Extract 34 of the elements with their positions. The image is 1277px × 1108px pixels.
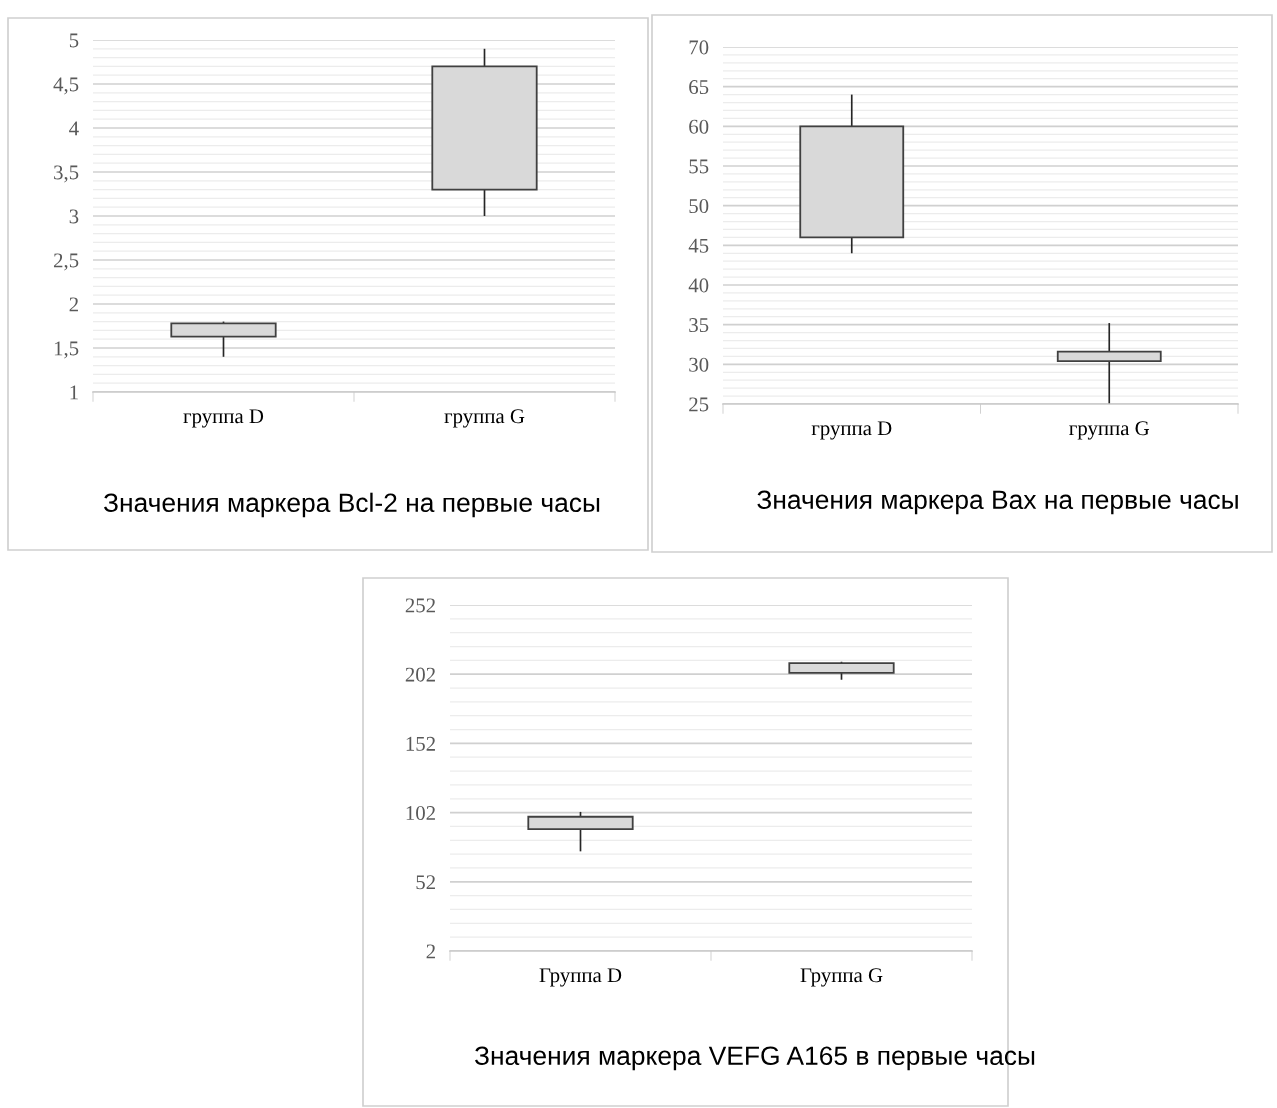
y-tick-label: 40 [688,278,709,293]
x-tick-label: группа D [811,421,892,440]
y-tick-label: 2 [426,944,435,959]
x-tick-label: группа D [183,409,264,428]
y-tick-label: 52 [416,875,435,890]
text: Значения маркера Bax на первые часы [757,490,1238,515]
x-tick-label: Группа D [539,968,622,987]
x-tick-label: группа G [1069,421,1150,440]
y-tick-label: 1 [70,385,78,400]
y-tick-label: 60 [689,119,709,134]
y-tick-label: 65 [689,80,709,95]
y-tick-label: 70 [689,40,709,55]
text: Значения маркера Bcl-2 на первые часы [103,492,600,518]
y-tick-label: 35 [689,318,709,333]
y-tick-label: 102 [406,805,435,821]
y-tick-label: 45 [688,238,709,253]
y-tick-label: 4 [69,121,79,136]
y-tick-label: 5 [69,33,79,48]
y-tick-label: 3 [69,209,79,224]
x-tick-label: Группа G [800,968,883,987]
y-tick-label: 4,5 [53,77,79,95]
y-tick-label: 1,5 [54,341,79,359]
y-tick-label: 2 [69,297,78,312]
y-tick-label: 55 [689,159,709,174]
y-tick-label: 50 [689,199,709,214]
text: Значения маркера VEFG A165 в первые часы [474,1046,1035,1071]
y-tick-label: 3,5 [54,165,79,183]
y-tick-label: 2,5 [53,253,79,271]
y-tick-label: 152 [406,736,435,751]
y-tick-label: 202 [405,667,435,682]
y-tick-label: 252 [405,598,435,613]
x-tick-label: группа G [444,409,525,428]
y-tick-label: 30 [689,357,709,372]
y-tick-label: 25 [689,397,709,412]
